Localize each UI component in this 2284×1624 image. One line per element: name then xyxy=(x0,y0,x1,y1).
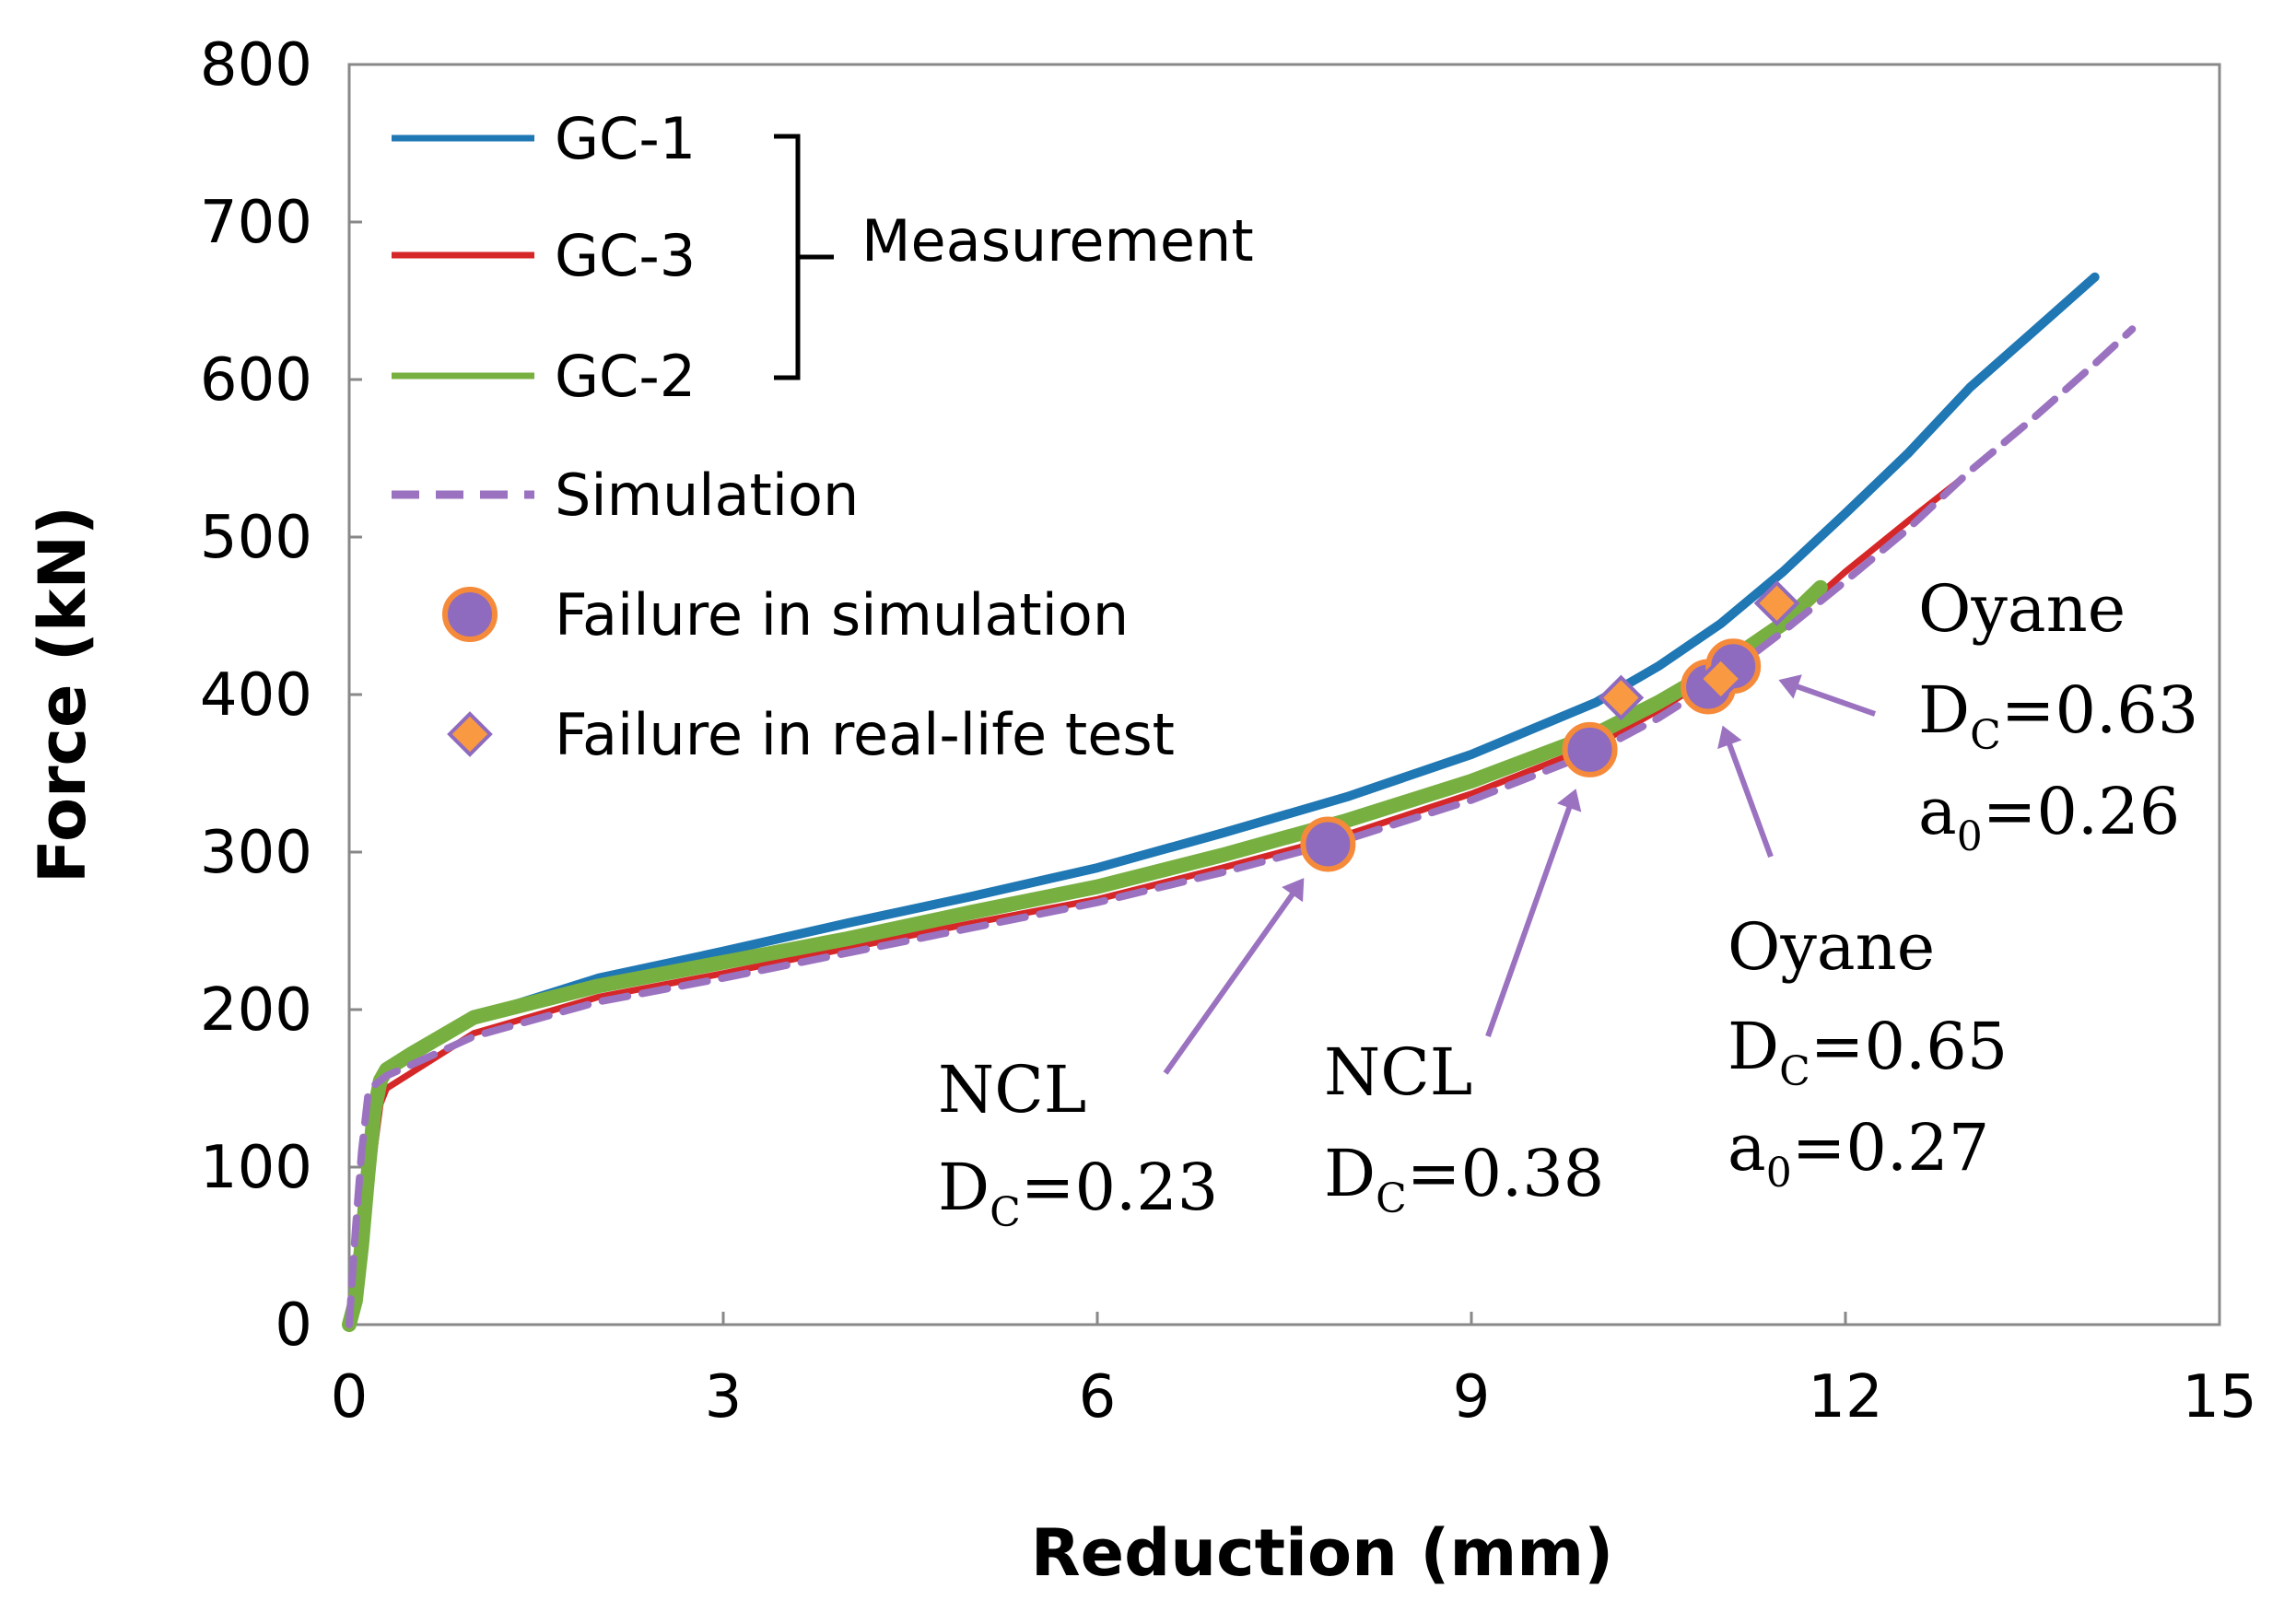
annotation-ncl1-name: NCL xyxy=(938,1052,1086,1127)
annotation-arrow-oy1 xyxy=(1723,733,1774,859)
y-tick-label: 400 xyxy=(200,661,312,730)
failure-real-test-marker xyxy=(1598,674,1645,721)
series-line-simulation xyxy=(346,325,2137,1328)
annotation-ncl-038: NCL DC=0.38 xyxy=(1324,1034,1604,1222)
annotation-oy2-a0: a0=0.26 xyxy=(1918,774,2180,860)
annotation-oy1-dc: DC=0.65 xyxy=(1728,1009,2008,1095)
annotation-arrowhead-oy1 xyxy=(1717,725,1742,750)
x-axis-title: Reduction (mm) xyxy=(1031,1515,1613,1591)
annotation-arrow-ncl1 xyxy=(1163,884,1301,1075)
annotation-ncl2-dc: DC=0.38 xyxy=(1324,1136,1604,1222)
failure-simulation-marker xyxy=(1562,721,1618,777)
annotation-ncl2-name: NCL xyxy=(1324,1034,1472,1110)
failure-real-test-marker xyxy=(1697,656,1744,702)
annotation-arrowhead-ncl1 xyxy=(1282,878,1305,903)
legend-label: Failure in real-life test xyxy=(555,701,1175,768)
legend-group-measurement: Measurement xyxy=(861,207,1254,275)
x-tick-label: 6 xyxy=(1079,1363,1117,1431)
annotation-arrow-oy2 xyxy=(1786,680,1876,717)
failure-simulation-marker xyxy=(1300,816,1356,872)
y-tick-label: 600 xyxy=(200,346,312,415)
legend-label: Failure in simulation xyxy=(555,581,1129,648)
y-tick-label: 100 xyxy=(200,1134,312,1202)
x-tick-label: 9 xyxy=(1453,1363,1491,1431)
annotation-oy2-name: Oyane xyxy=(1918,571,2126,647)
series-line-gc-2 xyxy=(342,579,1828,1332)
x-tick-label: 12 xyxy=(1808,1363,1882,1431)
y-axis-title: Force (kN) xyxy=(25,506,100,883)
y-tick-label: 700 xyxy=(200,189,312,257)
y-tick-label: 300 xyxy=(200,819,312,887)
annotation-arrow-ncl2 xyxy=(1485,797,1575,1038)
legend-label: Simulation xyxy=(555,461,859,529)
annotation-arrows xyxy=(1163,674,1876,1075)
axis-ticks: 0 3 6 9 12 15 0 100 200 300 400 500 600 700 800 xyxy=(200,31,2257,1431)
plot-area xyxy=(347,63,2221,1326)
annotation-oy2-dc: DC=0.63 xyxy=(1918,672,2198,759)
x-tick-label: 3 xyxy=(705,1363,743,1431)
legend-label: GC-1 xyxy=(555,105,696,172)
y-tick-label: 500 xyxy=(200,504,312,572)
annotation-oyane-063: Oyane DC=0.63 a0=0.26 xyxy=(1918,571,2198,860)
annotation-arrowhead-ncl2 xyxy=(1556,789,1582,812)
legend-swatch-failure-simulation xyxy=(442,587,498,642)
legend-swatch-failure-real-test xyxy=(447,711,493,757)
legend: GC-1 GC-3 GC-2 Simulation Failure in simulat… xyxy=(392,105,1254,768)
annotation-ncl1-dc: DC=0.23 xyxy=(938,1150,1218,1236)
annotation-oyane-065: Oyane DC=0.65 a0=0.27 xyxy=(1728,909,2008,1197)
annotation-arrowhead-oy2 xyxy=(1778,674,1802,699)
y-tick-label: 200 xyxy=(200,976,312,1045)
y-tick-label: 800 xyxy=(200,31,312,99)
measurement-bracket xyxy=(774,134,834,380)
annotation-oy1-a0: a0=0.27 xyxy=(1728,1110,1989,1197)
legend-label: GC-3 xyxy=(555,222,696,289)
marker-layer xyxy=(1300,579,1800,872)
annotation-oy1-name: Oyane xyxy=(1728,909,1935,985)
legend-label: GC-2 xyxy=(555,343,696,410)
x-tick-label: 15 xyxy=(2182,1363,2256,1431)
x-tick-label: 0 xyxy=(331,1363,369,1431)
y-tick-label: 0 xyxy=(275,1291,312,1360)
annotation-ncl-023: NCL DC=0.23 xyxy=(938,1052,1218,1236)
failure-real-test-marker xyxy=(1753,579,1800,626)
